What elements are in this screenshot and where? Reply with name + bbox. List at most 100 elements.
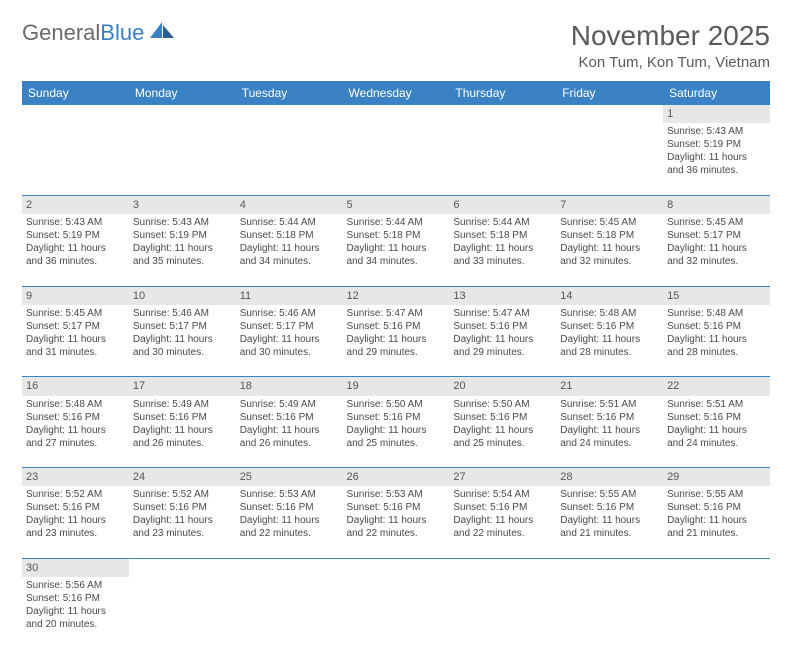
sunrise-text: Sunrise: 5:47 AM xyxy=(453,307,552,320)
sunrise-text: Sunrise: 5:44 AM xyxy=(240,216,339,229)
calendar-body: 1Sunrise: 5:43 AMSunset: 5:19 PMDaylight… xyxy=(22,105,770,649)
daylight-line1: Daylight: 11 hours xyxy=(133,333,232,346)
daylight-line1: Daylight: 11 hours xyxy=(26,333,125,346)
daylight-line1: Daylight: 11 hours xyxy=(133,242,232,255)
day-detail-cell: Sunrise: 5:48 AMSunset: 5:16 PMDaylight:… xyxy=(556,305,663,377)
day-detail-cell xyxy=(556,123,663,195)
sunset-text: Sunset: 5:17 PM xyxy=(133,320,232,333)
day-detail-cell: Sunrise: 5:46 AMSunset: 5:17 PMDaylight:… xyxy=(129,305,236,377)
day-number-cell: 5 xyxy=(343,195,450,214)
sunset-text: Sunset: 5:17 PM xyxy=(240,320,339,333)
sunrise-text: Sunrise: 5:43 AM xyxy=(667,125,766,138)
daylight-line1: Daylight: 11 hours xyxy=(347,242,446,255)
day-number-cell: 2 xyxy=(22,195,129,214)
day-detail-cell: Sunrise: 5:50 AMSunset: 5:16 PMDaylight:… xyxy=(449,396,556,468)
day-detail-cell: Sunrise: 5:48 AMSunset: 5:16 PMDaylight:… xyxy=(663,305,770,377)
daylight-line2: and 32 minutes. xyxy=(667,255,766,268)
weekday-saturday: Saturday xyxy=(663,81,770,105)
daylight-line1: Daylight: 11 hours xyxy=(240,514,339,527)
day-number-cell xyxy=(129,105,236,123)
day-detail-cell xyxy=(343,123,450,195)
sunset-text: Sunset: 5:16 PM xyxy=(667,411,766,424)
day-detail-cell xyxy=(129,123,236,195)
daylight-line1: Daylight: 11 hours xyxy=(347,424,446,437)
sunrise-text: Sunrise: 5:45 AM xyxy=(26,307,125,320)
day-number-cell: 23 xyxy=(22,468,129,487)
sunrise-text: Sunrise: 5:44 AM xyxy=(347,216,446,229)
weekday-sunday: Sunday xyxy=(22,81,129,105)
sunrise-text: Sunrise: 5:48 AM xyxy=(667,307,766,320)
day-detail-cell: Sunrise: 5:45 AMSunset: 5:17 PMDaylight:… xyxy=(663,214,770,286)
day-detail-cell xyxy=(236,577,343,649)
sunset-text: Sunset: 5:18 PM xyxy=(453,229,552,242)
daylight-line2: and 24 minutes. xyxy=(560,437,659,450)
day-number-cell: 27 xyxy=(449,468,556,487)
day-number-cell: 22 xyxy=(663,377,770,396)
day-number-cell: 12 xyxy=(343,286,450,305)
daylight-line1: Daylight: 11 hours xyxy=(240,242,339,255)
day-detail-cell: Sunrise: 5:49 AMSunset: 5:16 PMDaylight:… xyxy=(236,396,343,468)
day-number-cell: 8 xyxy=(663,195,770,214)
daylight-line2: and 23 minutes. xyxy=(26,527,125,540)
sunrise-text: Sunrise: 5:48 AM xyxy=(26,398,125,411)
daylight-line2: and 33 minutes. xyxy=(453,255,552,268)
day-number-cell: 13 xyxy=(449,286,556,305)
sunrise-text: Sunrise: 5:51 AM xyxy=(667,398,766,411)
daylight-line1: Daylight: 11 hours xyxy=(667,242,766,255)
day-detail-cell: Sunrise: 5:53 AMSunset: 5:16 PMDaylight:… xyxy=(343,486,450,558)
sunset-text: Sunset: 5:16 PM xyxy=(133,411,232,424)
daylight-line2: and 34 minutes. xyxy=(347,255,446,268)
sunset-text: Sunset: 5:16 PM xyxy=(347,501,446,514)
sunrise-text: Sunrise: 5:43 AM xyxy=(26,216,125,229)
daylight-line2: and 31 minutes. xyxy=(26,346,125,359)
day-detail-cell xyxy=(22,123,129,195)
day-detail-cell xyxy=(556,577,663,649)
sunset-text: Sunset: 5:16 PM xyxy=(240,411,339,424)
daynum-row: 30 xyxy=(22,558,770,577)
day-detail-cell: Sunrise: 5:43 AMSunset: 5:19 PMDaylight:… xyxy=(129,214,236,286)
daylight-line1: Daylight: 11 hours xyxy=(560,514,659,527)
daylight-line1: Daylight: 11 hours xyxy=(133,424,232,437)
day-number-cell xyxy=(22,105,129,123)
sunrise-text: Sunrise: 5:46 AM xyxy=(133,307,232,320)
sunrise-text: Sunrise: 5:44 AM xyxy=(453,216,552,229)
sunrise-text: Sunrise: 5:50 AM xyxy=(347,398,446,411)
daynum-row: 9101112131415 xyxy=(22,286,770,305)
sunset-text: Sunset: 5:17 PM xyxy=(26,320,125,333)
sunrise-text: Sunrise: 5:49 AM xyxy=(133,398,232,411)
sunset-text: Sunset: 5:18 PM xyxy=(560,229,659,242)
sunrise-text: Sunrise: 5:46 AM xyxy=(240,307,339,320)
day-detail-cell: Sunrise: 5:43 AMSunset: 5:19 PMDaylight:… xyxy=(663,123,770,195)
day-number-cell: 7 xyxy=(556,195,663,214)
day-detail-cell xyxy=(343,577,450,649)
day-number-cell: 4 xyxy=(236,195,343,214)
detail-row: Sunrise: 5:52 AMSunset: 5:16 PMDaylight:… xyxy=(22,486,770,558)
logo-text-blue: Blue xyxy=(100,20,144,46)
sunset-text: Sunset: 5:16 PM xyxy=(347,320,446,333)
detail-row: Sunrise: 5:45 AMSunset: 5:17 PMDaylight:… xyxy=(22,305,770,377)
sunrise-text: Sunrise: 5:43 AM xyxy=(133,216,232,229)
day-number-cell: 14 xyxy=(556,286,663,305)
day-detail-cell: Sunrise: 5:51 AMSunset: 5:16 PMDaylight:… xyxy=(556,396,663,468)
daynum-row: 1 xyxy=(22,105,770,123)
page-title: November 2025 xyxy=(571,20,770,52)
day-detail-cell: Sunrise: 5:44 AMSunset: 5:18 PMDaylight:… xyxy=(343,214,450,286)
daylight-line2: and 25 minutes. xyxy=(453,437,552,450)
day-number-cell: 21 xyxy=(556,377,663,396)
sunset-text: Sunset: 5:16 PM xyxy=(26,592,125,605)
sunset-text: Sunset: 5:16 PM xyxy=(667,501,766,514)
day-number-cell: 24 xyxy=(129,468,236,487)
daylight-line2: and 29 minutes. xyxy=(347,346,446,359)
weekday-thursday: Thursday xyxy=(449,81,556,105)
day-number-cell xyxy=(343,105,450,123)
day-number-cell xyxy=(449,105,556,123)
sail-icon xyxy=(148,20,176,46)
daylight-line1: Daylight: 11 hours xyxy=(667,151,766,164)
weekday-tuesday: Tuesday xyxy=(236,81,343,105)
daylight-line2: and 27 minutes. xyxy=(26,437,125,450)
day-detail-cell: Sunrise: 5:43 AMSunset: 5:19 PMDaylight:… xyxy=(22,214,129,286)
daylight-line2: and 26 minutes. xyxy=(133,437,232,450)
daylight-line2: and 22 minutes. xyxy=(347,527,446,540)
daylight-line2: and 30 minutes. xyxy=(240,346,339,359)
sunrise-text: Sunrise: 5:54 AM xyxy=(453,488,552,501)
